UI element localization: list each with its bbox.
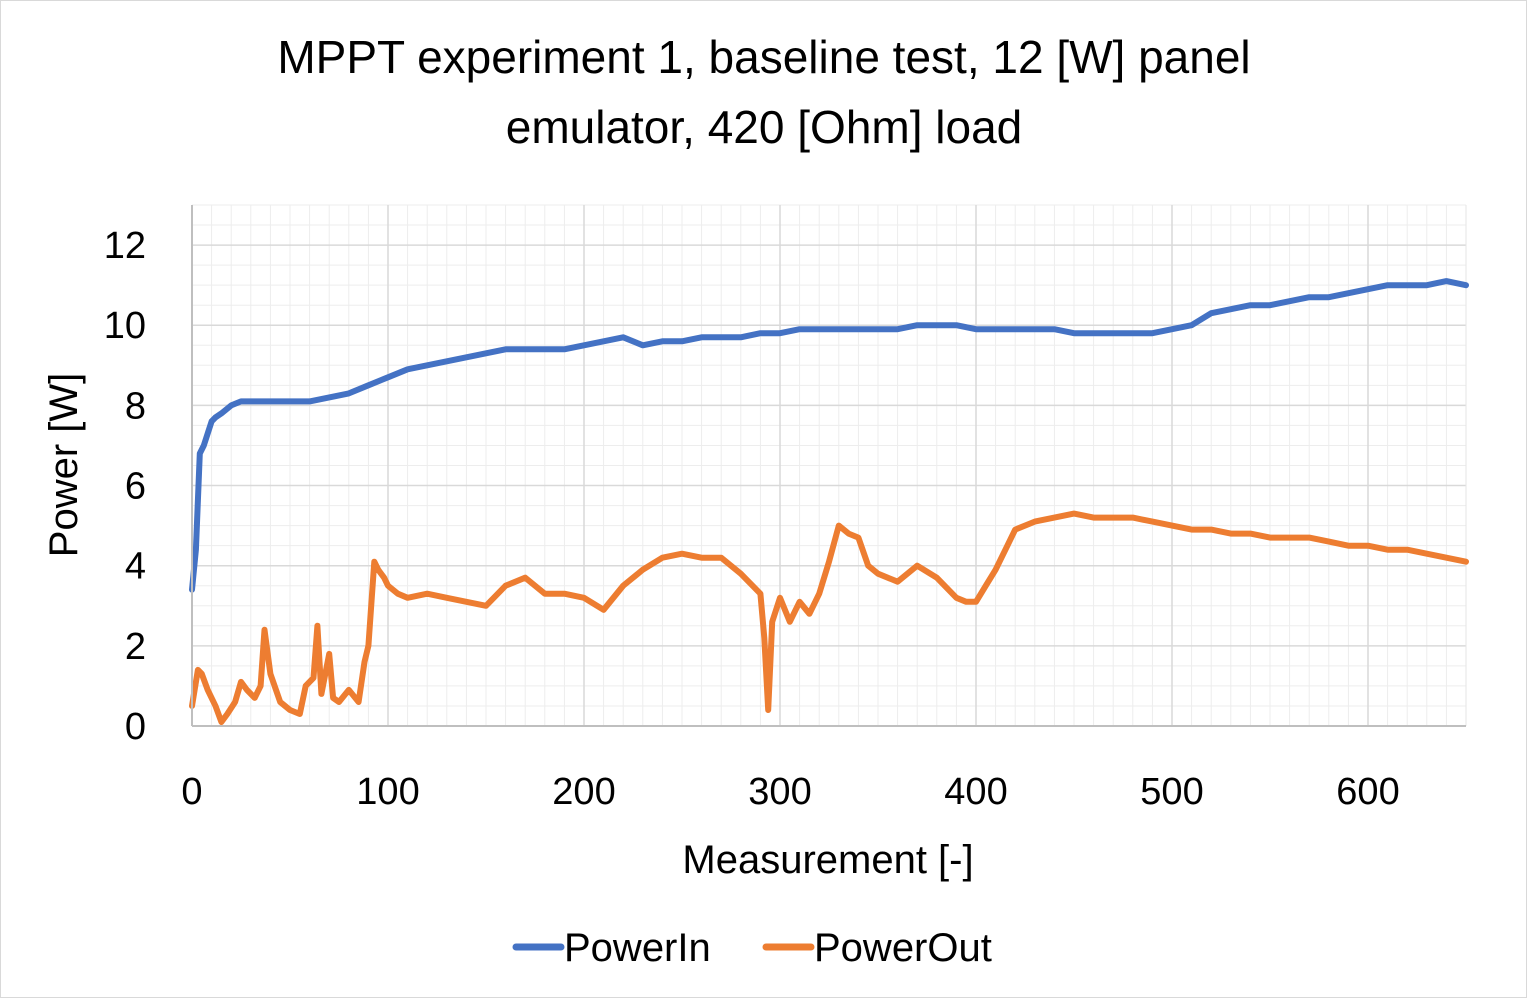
series-line-powerin	[189, 278, 1469, 593]
chart-title: MPPT experiment 1, baseline test, 12 [W]…	[277, 31, 1250, 153]
minor-grid	[192, 204, 1466, 726]
x-tick-label: 600	[1336, 771, 1399, 813]
major-grid	[192, 205, 1467, 726]
chart-title-line-1: MPPT experiment 1, baseline test, 12 [W]…	[277, 31, 1250, 83]
x-tick-label: 300	[748, 771, 811, 813]
legend-label-powerout: PowerOut	[814, 926, 992, 970]
legend: PowerIn PowerOut	[512, 926, 992, 970]
y-tick-label: 2	[125, 626, 146, 668]
y-tick-labels: 0 2 4 6 8 10 12	[104, 225, 146, 748]
x-tick-label: 500	[1140, 771, 1203, 813]
x-axis-title: Measurement [-]	[682, 838, 973, 882]
series-line-powerout	[189, 510, 1469, 725]
y-tick-label: 12	[104, 225, 146, 267]
legend-label-powerin: PowerIn	[564, 926, 711, 970]
x-tick-label: 100	[356, 771, 419, 813]
plot-lines	[189, 278, 1469, 725]
axes	[191, 205, 1466, 727]
x-tick-labels: 0 100 200 300 400 500 600	[181, 771, 1399, 813]
chart-title-line-2: emulator, 420 [Ohm] load	[506, 101, 1023, 153]
x-tick-label: 400	[944, 771, 1007, 813]
y-tick-label: 6	[125, 466, 146, 508]
y-tick-label: 0	[125, 706, 146, 748]
y-tick-label: 4	[125, 546, 146, 588]
y-tick-label: 10	[104, 305, 146, 347]
x-tick-label: 0	[181, 771, 202, 813]
y-axis-title: Power [W]	[42, 373, 86, 557]
y-tick-label: 8	[125, 385, 146, 427]
x-tick-label: 200	[552, 771, 615, 813]
